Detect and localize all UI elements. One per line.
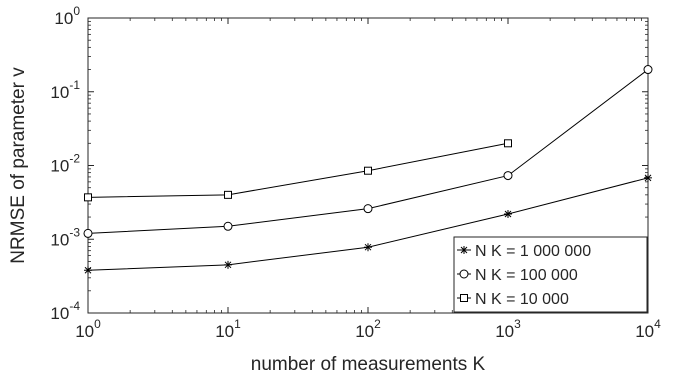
data-point: [363, 204, 373, 214]
y-tick-exponent: -4: [69, 299, 80, 313]
x-tick-label: 102: [355, 317, 381, 341]
y-tick-base: 10: [54, 9, 73, 28]
data-point: [504, 209, 512, 218]
data-point: [224, 260, 232, 269]
data-point: [224, 190, 232, 199]
data-point: [223, 221, 233, 231]
x-axis-label: number of measurements K: [251, 354, 486, 375]
data-point: [83, 228, 93, 238]
y-tick-label: 100: [54, 4, 80, 28]
legend-label: N K = 10 000: [475, 291, 569, 308]
legend-box: [453, 236, 648, 313]
x-tick-label: 104: [635, 317, 661, 341]
x-tick-exponent: 0: [94, 317, 101, 331]
y-tick-base: 10: [50, 157, 69, 176]
series-2: [84, 139, 512, 202]
data-point: [504, 139, 512, 148]
y-tick-exponent: 0: [73, 4, 80, 18]
x-tick-exponent: 1: [234, 317, 241, 331]
y-tick-label: 10-3: [50, 225, 80, 249]
legend-item: N K = 10 000: [457, 291, 569, 308]
data-point: [84, 193, 92, 202]
series-0: [84, 173, 652, 275]
data-point: [503, 171, 513, 181]
legend-label: N K = 100 000: [475, 267, 578, 284]
x-tick-exponent: 3: [514, 317, 521, 331]
data-point: [364, 243, 372, 252]
y-tick-label: 10-4: [50, 299, 80, 323]
y-tick-exponent: -1: [69, 78, 80, 92]
legend-item: N K = 1 000 000: [457, 243, 591, 260]
series-line: [87, 142, 509, 198]
series-layer: [83, 65, 653, 275]
x-tick-exponent: 4: [654, 317, 661, 331]
legend-label: N K = 1 000 000: [475, 243, 591, 260]
y-tick-exponent: -3: [69, 225, 80, 239]
x-tick-label: 100: [75, 317, 101, 341]
y-tick-base: 10: [50, 304, 69, 323]
legend-marker: [460, 294, 468, 302]
series-1: [83, 65, 653, 238]
data-point: [84, 266, 92, 275]
data-point: [643, 65, 653, 75]
legend-marker: [460, 246, 468, 254]
legend-marker: [459, 269, 469, 279]
data-point: [364, 166, 372, 175]
y-tick-label: 10-1: [50, 78, 80, 102]
y-tick-label: 10-2: [50, 152, 80, 176]
y-axis-label: NRMSE of parameter v: [8, 67, 29, 264]
y-tick-base: 10: [50, 83, 69, 102]
y-tick-base: 10: [50, 230, 69, 249]
legend-item: N K = 100 000: [457, 267, 578, 284]
x-tick-exponent: 2: [374, 317, 381, 331]
x-tick-label: 103: [495, 317, 521, 341]
legend: N K = 1 000 000 N K = 100 000 N K = 10 000: [453, 236, 648, 313]
data-point: [644, 173, 652, 182]
y-tick-exponent: -2: [69, 152, 80, 166]
x-tick-label: 101: [215, 317, 241, 341]
